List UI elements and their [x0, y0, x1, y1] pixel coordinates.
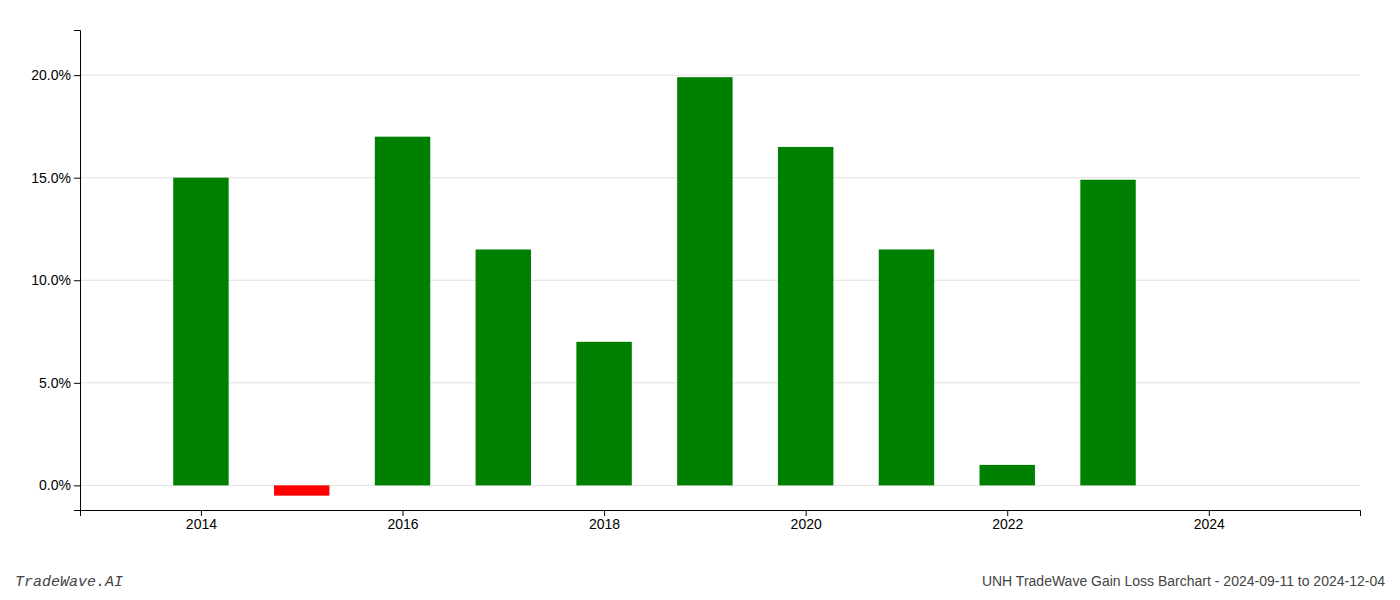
x-tick: 2022	[992, 510, 1023, 532]
y-tick-label: 20.0%	[31, 67, 71, 83]
y-tick: 10.0%	[31, 272, 80, 288]
x-tick-label: 2020	[791, 516, 822, 532]
bar	[1080, 180, 1135, 486]
y-tick-mark	[74, 280, 80, 281]
bar	[576, 342, 631, 486]
chart: 2014 2016 2018 2020 2022 2024 0.0% 5.0% 10.0% 15.…	[0, 0, 1400, 600]
y-tick: 15.0%	[31, 170, 80, 186]
bar	[476, 249, 531, 485]
y-tick: 5.0%	[39, 375, 80, 391]
y-tick-mark	[74, 485, 80, 486]
bar	[778, 147, 833, 485]
x-tick-label: 2024	[1194, 516, 1225, 532]
bar	[879, 249, 934, 485]
x-axis-line	[81, 511, 1361, 517]
y-tick: 20.0%	[31, 67, 80, 83]
x-tick: 2014	[186, 510, 217, 532]
bar	[980, 465, 1035, 486]
grid-line	[80, 75, 1360, 76]
x-axis: 2014 2016 2018 2020 2022 2024	[81, 510, 1361, 532]
y-tick-mark	[74, 178, 80, 179]
y-tick: 0.0%	[39, 477, 80, 493]
y-axis: 0.0% 5.0% 10.0% 15.0% 20.0%	[31, 31, 80, 511]
y-axis-line	[74, 31, 81, 511]
bar	[173, 178, 228, 486]
y-tick-label: 5.0%	[39, 375, 71, 391]
x-tick: 2018	[589, 510, 620, 532]
bar	[677, 77, 732, 485]
x-tick: 2020	[791, 510, 822, 532]
y-tick-label: 0.0%	[39, 477, 71, 493]
x-tick-label: 2014	[186, 516, 217, 532]
plot-area	[173, 77, 1136, 495]
y-tick-mark	[74, 75, 80, 76]
x-tick: 2016	[387, 510, 418, 532]
y-tick-mark	[74, 383, 80, 384]
bar	[375, 137, 430, 486]
y-tick-label: 15.0%	[31, 170, 71, 186]
x-tick-label: 2022	[992, 516, 1023, 532]
x-tick-label: 2018	[589, 516, 620, 532]
title: UNH TradeWave Gain Loss Barchart - 2024-…	[982, 573, 1385, 589]
bar	[274, 485, 329, 495]
grid	[80, 75, 1360, 485]
x-tick: 2024	[1194, 510, 1225, 532]
y-tick-label: 10.0%	[31, 272, 71, 288]
x-tick-label: 2016	[387, 516, 418, 532]
watermark: TradeWave.AI	[15, 574, 123, 591]
